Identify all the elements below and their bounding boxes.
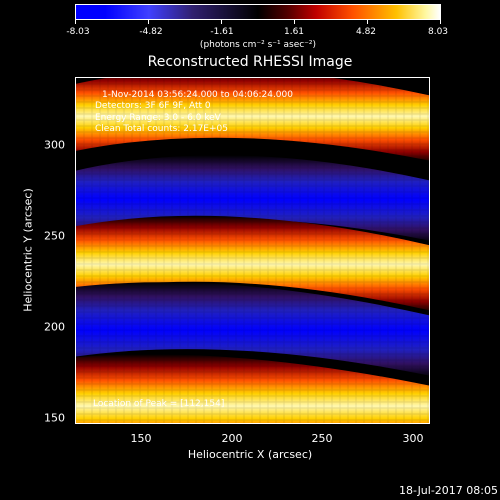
plot-title: Reconstructed RHESSI Image xyxy=(147,54,353,70)
x-axis-title: Heliocentric X (arcsec) xyxy=(187,448,313,461)
colorbar-tick-label: -4.82 xyxy=(139,27,163,37)
colorbar-tick-label: 8.03 xyxy=(427,27,449,37)
colorbar-tickmark xyxy=(221,20,222,24)
y-tick-label: 300 xyxy=(44,138,65,152)
y-tick-label: 200 xyxy=(44,320,65,334)
colorbar xyxy=(75,4,441,20)
colorbar-units: (photons cm⁻² s⁻¹ asec⁻²) xyxy=(199,40,317,50)
annotation-time-range: 1-Nov-2014 03:56:24.000 to 04:06:24.000 xyxy=(102,90,293,100)
footer-timestamp: 18-Jul-2017 08:05 xyxy=(398,484,498,497)
colorbar-tick-label: -8.03 xyxy=(66,27,90,37)
colorbar-tickmark xyxy=(148,20,149,24)
colorbar-tickmark xyxy=(75,20,76,24)
annotation-clean-counts: Clean Total counts: 2.17E+05 xyxy=(95,124,228,134)
x-tick-label: 250 xyxy=(311,432,333,445)
x-tick-label: 300 xyxy=(402,432,424,445)
annotation-detectors: Detectors: 3F 6F 9F, Att 0 xyxy=(95,101,211,111)
colorbar-tickmark xyxy=(294,20,295,24)
colorbar-tick-label: 1.61 xyxy=(283,27,305,37)
annotation-energy-range: Energy Range: 3.0 - 6.0 keV xyxy=(95,113,221,123)
colorbar-tickmark xyxy=(440,20,441,24)
x-tick-label: 200 xyxy=(221,432,243,445)
x-tick-label: 150 xyxy=(130,432,152,445)
annotation-peak-location: Location of Peak = [112,154] xyxy=(93,399,225,409)
image-plot-area xyxy=(75,77,430,424)
y-tick-label: 150 xyxy=(44,411,65,425)
rhessi-image xyxy=(76,78,429,423)
colorbar-tick-label: 4.82 xyxy=(355,27,377,37)
colorbar-tickmark xyxy=(367,20,368,24)
colorbar-tick-label: -1.61 xyxy=(210,27,234,37)
y-axis-title: Heliocentric Y (arcsec) xyxy=(21,188,35,312)
y-tick-label: 250 xyxy=(44,229,65,243)
